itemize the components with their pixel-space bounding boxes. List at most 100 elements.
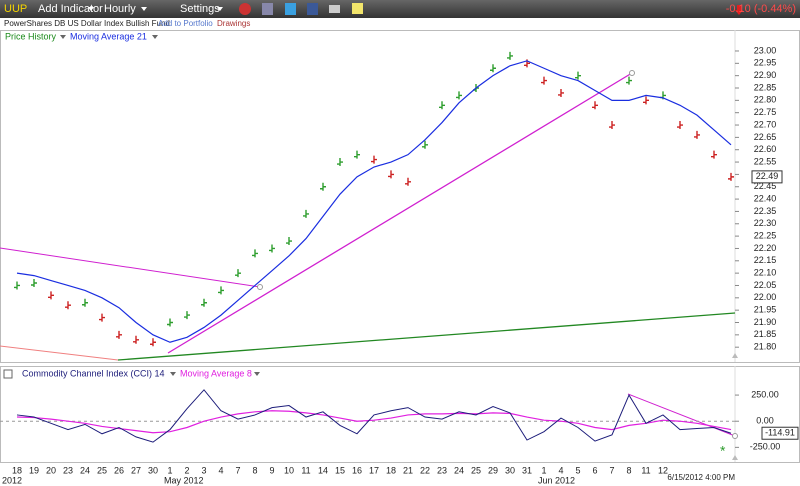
price-bar [558,88,564,97]
price-bar [507,51,513,60]
x-tick-label: 1 [167,465,172,475]
line-handle[interactable] [629,70,635,76]
x-tick-label: 17 [369,465,379,475]
price-bar [65,301,71,310]
legend-entry[interactable]: Moving Average 8 [180,368,252,378]
x-tick-label: 14 [318,465,328,475]
trend-line [117,312,736,361]
x-tick-label: 24 [80,465,90,475]
x-tick-label: 25 [471,465,481,475]
symbol[interactable]: UUP [4,3,27,15]
price-bar [48,291,54,300]
price-bar [286,237,292,246]
toolbar [0,0,800,18]
y-tick-label: 22.30 [754,218,777,228]
y-tick-label: 21.90 [754,317,777,327]
x-tick-label: 30 [148,465,158,475]
price-bar [303,209,309,218]
down-arrow [735,5,743,15]
price-bar [184,311,190,320]
x-tick-label: 30 [505,465,515,475]
x-tick-label: 8 [252,465,257,475]
x-tick-label: 27 [131,465,141,475]
x-tick-label: 16 [352,465,362,475]
collapse-box[interactable] [3,369,13,379]
line-series [16,60,732,343]
legend-entry[interactable]: Commodity Channel Index (CCI) 14 [22,368,165,378]
price-bar [643,96,649,105]
y-tick-label: 23.00 [754,45,777,55]
menu[interactable]: Add Indicator [38,3,103,15]
marker: * [720,443,726,459]
link[interactable]: Add to Portfolio [158,19,213,28]
x-tick-label: 9 [269,465,274,475]
x-tick-label: 2 [184,465,189,475]
y-tick-label: 22.15 [754,255,777,265]
price-bar [609,121,615,130]
y-tick-label: 22.25 [754,230,777,240]
price-bar [456,91,462,100]
y-tick-label: 22.80 [754,95,777,105]
y-tick-label: 22.00 [754,292,777,302]
x-tick-label: 29 [488,465,498,475]
price-bar [592,101,598,110]
price-bar [31,279,37,288]
price-bar [422,140,428,149]
x-tick-label: 23 [63,465,73,475]
x-tick-label: 3 [201,465,206,475]
y-tick-label: 22.60 [754,144,777,154]
link[interactable]: Drawings [217,19,250,28]
change: -0.10 (-0.44%) [726,3,796,15]
icon[interactable] [285,3,296,15]
icon[interactable] [239,3,251,15]
line-handle[interactable] [257,284,263,290]
price-bar [235,269,241,278]
y-tick-label: 22.95 [754,58,777,68]
y-tick-label: 22.65 [754,132,777,142]
price-bar [218,286,224,295]
x-tick-label: 15 [335,465,345,475]
y-tick-label: 22.55 [754,156,777,166]
x-tick-label: 31 [522,465,532,475]
period-label: Jun 2012 [538,475,575,485]
x-tick-label: 25 [97,465,107,475]
line-handle[interactable] [732,433,738,439]
x-tick-label: 6 [592,465,597,475]
icon[interactable] [262,3,273,15]
x-tick-label: 18 [12,465,22,475]
price-bar [388,170,394,179]
price-bar [337,158,343,167]
x-tick-label: 4 [218,465,223,475]
period-label: 2012 [2,475,22,485]
price-bar [371,155,377,164]
menu[interactable]: Hourly [104,3,136,15]
price-bar [150,338,156,347]
price-bar [711,150,717,159]
x-tick-label: 7 [235,465,240,475]
y-tick-label: 22.75 [754,107,777,117]
y-tick-label: 21.80 [754,342,777,352]
price-bar [541,76,547,85]
price-bar [354,150,360,159]
legend-entry[interactable]: Price History [5,31,57,41]
last-price-box [751,170,783,184]
y-tick-label: 22.85 [754,82,777,92]
y-tick-label: 0.00 [756,416,774,426]
icon[interactable] [307,3,318,15]
y-tick-label: 22.20 [754,243,777,253]
line-series [16,389,732,443]
icon[interactable] [352,3,363,14]
price-bar [14,281,20,290]
menu[interactable]: Settings [180,3,220,15]
x-tick-label: 23 [437,465,447,475]
price-bar [575,71,581,80]
trend-line [0,247,261,288]
y-tick-label: -250.00 [750,442,781,452]
x-tick-label: 8 [626,465,631,475]
x-tick-label: 24 [454,465,464,475]
price-bar [405,177,411,186]
y-tick-label: 22.90 [754,70,777,80]
legend-entry[interactable]: Moving Average 21 [70,31,147,41]
icon[interactable] [329,5,340,13]
